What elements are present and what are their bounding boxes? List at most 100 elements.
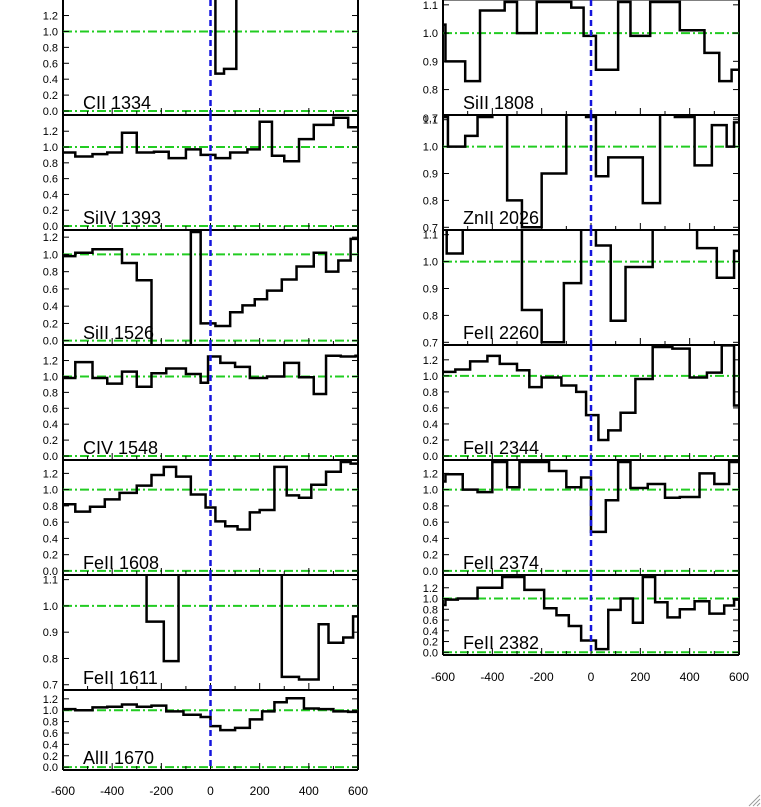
y-tick-label: 0.9 bbox=[423, 284, 438, 296]
y-tick-label: 0.4 bbox=[43, 189, 58, 201]
y-tick-label: 0.4 bbox=[43, 739, 58, 751]
x-tick-label: 600 bbox=[729, 670, 749, 684]
y-tick-label: 0.6 bbox=[423, 517, 438, 529]
y-tick-label: 0.8 bbox=[43, 653, 58, 665]
spectrum-line bbox=[63, 230, 358, 345]
panel-feii-2260: 0.7 0.8 0.9 1.0 1.1 FeII 2260 bbox=[423, 230, 740, 349]
y-tick-label: 0.4 bbox=[43, 533, 58, 545]
y-tick-label: 0.7 bbox=[423, 337, 438, 349]
y-tick-label: 0.4 bbox=[43, 301, 58, 313]
y-tick-label: 0.6 bbox=[43, 728, 58, 740]
y-tick-label: 0.7 bbox=[423, 113, 438, 125]
y-tick-label: 0.8 bbox=[423, 195, 438, 207]
y-tick-label: 1.0 bbox=[43, 705, 58, 717]
panel-feii-2374: 0.0 0.2 0.4 0.6 0.8 1.0 1.2 FeII 2374 bbox=[423, 460, 740, 578]
panel-civ-1548: 0.0 0.2 0.4 0.6 0.8 1.0 1.2 CIV 1548 bbox=[43, 345, 359, 463]
y-tick-label: 0.6 bbox=[43, 284, 58, 296]
y-tick-label: 0.7 bbox=[43, 680, 58, 692]
y-tick-label: 0.4 bbox=[43, 74, 58, 86]
y-tick-label: 0.9 bbox=[43, 627, 58, 639]
y-tick-label: 0.0 bbox=[43, 106, 58, 118]
y-tick-label: 0.0 bbox=[43, 566, 58, 578]
panel-label: FeII 2344 bbox=[463, 438, 539, 458]
y-tick-label: 0.6 bbox=[423, 403, 438, 415]
y-tick-label: 0.7 bbox=[423, 222, 438, 234]
x-tick-label: 400 bbox=[299, 784, 319, 798]
y-tick-label: 1.1 bbox=[423, 230, 438, 242]
y-tick-label: 1.0 bbox=[43, 485, 58, 497]
y-tick-label: 0.8 bbox=[43, 267, 58, 279]
panel-siii-1526: 0.0 0.2 0.4 0.6 0.8 1.0 1.2 SiII 1526 bbox=[43, 230, 359, 348]
panel-label: FeII 1611 bbox=[83, 668, 158, 688]
y-tick-label: 1.2 bbox=[423, 468, 438, 480]
y-tick-label: 0.0 bbox=[423, 566, 438, 578]
x-axis-left: -600 -400 -200 0 200 400 600 bbox=[51, 784, 368, 798]
panel-alii-1670: 0.00.20.40.60.81.01.2 AlII 1670 bbox=[43, 690, 359, 774]
panel-label: AlII 1670 bbox=[83, 748, 154, 768]
panel-cii-1334: 0.0 0.2 0.4 0.6 0.8 1.0 1.2 CII 1334 bbox=[43, 0, 359, 118]
y-tick-label: 1.0 bbox=[43, 26, 58, 38]
y-tick-label: 1.0 bbox=[43, 249, 58, 261]
y-tick-label: 1.2 bbox=[43, 126, 58, 138]
y-tick-label: 0.6 bbox=[43, 517, 58, 529]
y-tick-label: 0.8 bbox=[423, 604, 438, 616]
y-tick-label: 0.0 bbox=[43, 336, 58, 348]
x-axis-right: -600 -400 -200 0 200 400 600 bbox=[431, 670, 749, 684]
y-tick-label: 1.0 bbox=[423, 594, 438, 606]
x-tick-label: -600 bbox=[51, 784, 75, 798]
y-tick-label: 0.4 bbox=[423, 533, 438, 545]
y-tick-label: 0.6 bbox=[43, 58, 58, 70]
y-tick-label: 0.2 bbox=[423, 435, 438, 447]
y-tick-label: 0.8 bbox=[423, 310, 438, 322]
y-tick-label: 0.6 bbox=[43, 174, 58, 186]
y-tick-label: 0.0 bbox=[43, 451, 58, 463]
panel-feii-1611: 0.7 0.8 0.9 1.0 1.1 FeII 1611 bbox=[43, 575, 359, 692]
panel-label: FeII 2260 bbox=[463, 323, 539, 343]
spectrum-line bbox=[443, 575, 739, 651]
panel-label: FeII 1608 bbox=[83, 553, 159, 573]
spectrum-line bbox=[443, 230, 739, 344]
x-tick-label: 600 bbox=[348, 784, 368, 798]
resize-grip-icon[interactable] bbox=[745, 791, 761, 807]
spectrum-line bbox=[145, 575, 358, 681]
panel-label: SiIV 1393 bbox=[83, 208, 161, 228]
spectrum-line bbox=[63, 697, 358, 732]
spectrum-line bbox=[214, 0, 238, 75]
y-tick-label: 1.0 bbox=[423, 28, 438, 40]
y-tick-label: 0.2 bbox=[423, 550, 438, 562]
panel-znii-2026: 0.7 0.8 0.9 1.0 1.1 ZnII 2026 bbox=[423, 115, 740, 234]
panel-siiv-1393: 0.0 0.2 0.4 0.6 0.8 1.0 1.2 SiIV 1393 bbox=[43, 115, 359, 233]
x-tick-label: 0 bbox=[207, 784, 214, 798]
panel-feii-2382: 0.00.20.40.60.81.01.2 FeII 2382 bbox=[423, 575, 740, 659]
y-tick-label: 0.4 bbox=[43, 419, 58, 431]
x-tick-label: -400 bbox=[100, 784, 124, 798]
x-tick-label: -600 bbox=[431, 670, 455, 684]
spectrum-line bbox=[63, 354, 358, 396]
y-tick-label: 0.9 bbox=[423, 169, 438, 181]
y-tick-label: 0.0 bbox=[43, 762, 58, 774]
y-tick-label: 0.6 bbox=[43, 403, 58, 415]
x-tick-label: 200 bbox=[250, 784, 270, 798]
panel-label: FeII 2382 bbox=[463, 633, 539, 653]
panel-label: SiII 1808 bbox=[463, 93, 534, 113]
y-tick-label: 1.0 bbox=[423, 485, 438, 497]
panel-label: CIV 1548 bbox=[83, 438, 158, 458]
y-tick-label: 0.2 bbox=[43, 435, 58, 447]
y-tick-label: 0.2 bbox=[43, 205, 58, 217]
y-tick-label: 0.4 bbox=[423, 419, 438, 431]
y-tick-label: 0.6 bbox=[423, 615, 438, 627]
x-tick-label: -400 bbox=[480, 670, 504, 684]
spectrum-line bbox=[443, 115, 739, 229]
panel-siii-1808: 0.7 0.8 0.9 1.0 1.1 SiII 1808 bbox=[423, 0, 740, 125]
y-tick-label: 0.8 bbox=[43, 387, 58, 399]
y-tick-label: 0.4 bbox=[423, 626, 438, 638]
panel-feii-2344: 0.0 0.2 0.4 0.6 0.8 1.0 1.2 FeII 2344 bbox=[423, 345, 740, 463]
x-tick-label: -200 bbox=[530, 670, 554, 684]
y-tick-label: 1.0 bbox=[43, 142, 58, 154]
y-tick-label: 0.2 bbox=[423, 637, 438, 649]
y-tick-label: 1.1 bbox=[43, 575, 58, 587]
panel-label: ZnII 2026 bbox=[463, 208, 539, 228]
y-tick-label: 1.0 bbox=[43, 601, 58, 613]
panel-label: CII 1334 bbox=[83, 93, 151, 113]
